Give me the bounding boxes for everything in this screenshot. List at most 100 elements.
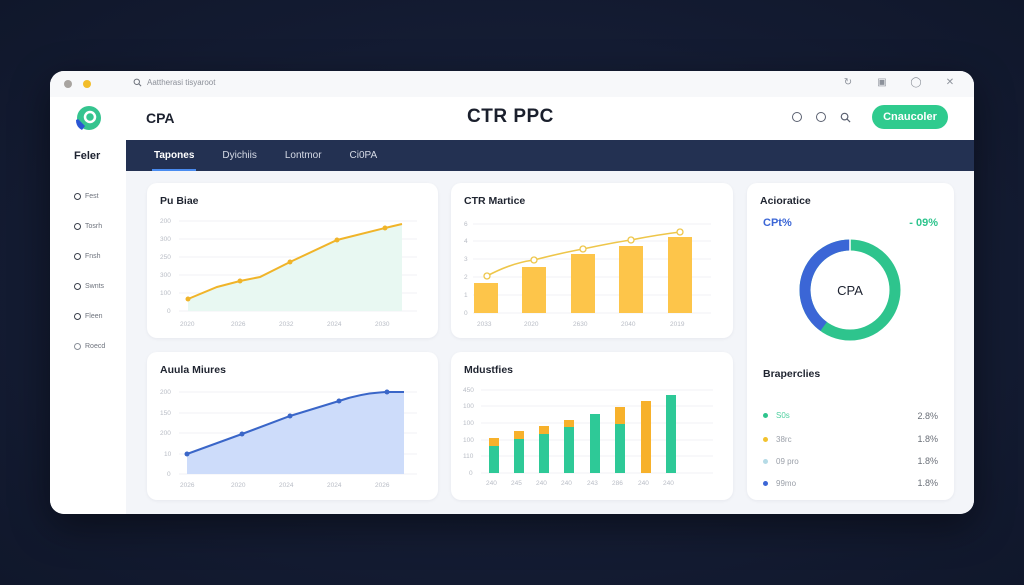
legend-item: 99mo 1.8% — [763, 472, 938, 494]
primary-action-button[interactable]: Cnaucoler — [872, 105, 948, 129]
donut-right-label: - 09% — [909, 217, 938, 229]
sidebar-item-6[interactable]: Roecd — [50, 331, 126, 361]
close-icon[interactable]: ✕ — [945, 77, 955, 88]
address-text: Aattherasi tisyaroot — [147, 78, 216, 87]
app-header: CPA CTR PPC Cnaucoler — [50, 97, 974, 140]
svg-text:100: 100 — [463, 420, 474, 427]
svg-text:200: 200 — [160, 389, 171, 396]
window-control-close[interactable] — [64, 80, 72, 88]
svg-text:2024: 2024 — [327, 321, 342, 328]
search-icon — [133, 78, 142, 87]
window-control-minimize[interactable] — [83, 80, 91, 88]
legend-dot — [763, 480, 768, 486]
brand-name: CPA — [146, 110, 175, 126]
legend-dot — [763, 413, 768, 418]
title-bar: Aattherasi tisyaroot ↻ ▣ ◯ ✕ — [50, 71, 974, 97]
donut-chart — [799, 239, 901, 341]
sidebar-item-label: Fest — [85, 192, 99, 200]
svg-text:100: 100 — [160, 290, 171, 297]
svg-text:0: 0 — [464, 310, 468, 317]
circle-icon — [74, 282, 81, 290]
sidebar-header[interactable]: Feler — [50, 140, 126, 171]
tab-3[interactable]: Lontmor — [284, 150, 322, 161]
sidebar-item-2[interactable]: Tosrh — [50, 211, 126, 241]
svg-text:0: 0 — [167, 308, 171, 315]
sidebar-item-label: Roecd — [85, 342, 106, 350]
svg-text:2026: 2026 — [375, 482, 390, 489]
sidebar-item-1[interactable]: Fest — [50, 181, 126, 211]
line-chart-card-2: 200 150 200 10 0 2026 2020 2024 2024 2026 Au… — [147, 352, 438, 500]
legend-item: S0s 2.8% — [763, 403, 938, 428]
sidebar-item-3[interactable]: Fnsh — [50, 241, 126, 271]
svg-text:200: 200 — [160, 218, 171, 225]
breakdown-title: Braperclies — [763, 368, 821, 380]
svg-text:2026: 2026 — [180, 482, 195, 489]
search-icon[interactable] — [838, 110, 852, 124]
svg-text:0: 0 — [167, 471, 171, 478]
svg-text:2040: 2040 — [621, 321, 636, 328]
svg-text:250: 250 — [160, 254, 171, 261]
area-chart: 200 300 250 300 100 0 2020 2026 2032 2024 203… — [160, 218, 417, 328]
logo-icon — [76, 106, 101, 130]
svg-text:1: 1 — [464, 292, 468, 299]
svg-text:286: 286 — [612, 480, 623, 487]
svg-text:2020: 2020 — [524, 321, 539, 328]
settings-icon — [74, 312, 81, 320]
app-window: Aattherasi tisyaroot ↻ ▣ ◯ ✕ CPA CTR PPC… — [50, 71, 974, 514]
refresh-icon[interactable]: ↻ — [843, 77, 853, 88]
svg-text:2033: 2033 — [477, 321, 492, 328]
sidebar-item-label: Swnts — [85, 282, 105, 290]
line-chart-card-1: 200 300 250 300 100 0 2020 2026 2032 2024 203… — [147, 183, 438, 338]
address-bar[interactable]: Aattherasi tisyaroot — [133, 78, 215, 87]
svg-text:6: 6 — [464, 221, 468, 228]
svg-text:240: 240 — [536, 480, 547, 487]
svg-text:245: 245 — [511, 480, 522, 487]
svg-text:2020: 2020 — [231, 482, 246, 489]
legend-item: 38rc 1.8% — [763, 428, 938, 450]
tab-4[interactable]: Ci0PA — [349, 150, 378, 161]
area-chart: 200 150 200 10 0 2026 2020 2024 2024 2026 — [160, 389, 417, 489]
svg-text:10: 10 — [164, 451, 172, 458]
svg-text:300: 300 — [160, 236, 171, 243]
tab-1[interactable]: Tapones — [151, 140, 197, 171]
tab-2[interactable]: Dyichiis — [222, 150, 257, 161]
card-title: Pu Biae — [160, 195, 199, 207]
svg-text:243: 243 — [587, 480, 598, 487]
circle-icon[interactable] — [814, 110, 828, 124]
svg-text:300: 300 — [160, 272, 171, 279]
svg-text:200: 200 — [160, 430, 171, 437]
sidebar-item-4[interactable]: Swnts — [50, 271, 126, 301]
svg-text:240: 240 — [486, 480, 497, 487]
bar-chart-card-2: 450 100 100 100 110 0 — [451, 352, 733, 500]
card-title: Mdustfies — [464, 364, 514, 376]
sidebar-item-label: Fnsh — [85, 252, 101, 260]
svg-text:4: 4 — [464, 238, 468, 245]
card-title: Auula Miures — [160, 364, 226, 376]
search-icon — [74, 252, 81, 260]
sidebar-item-5[interactable]: Fleen — [50, 301, 126, 331]
svg-text:450: 450 — [463, 387, 474, 394]
page-title: CTR PPC — [467, 106, 554, 127]
svg-text:2032: 2032 — [279, 321, 294, 328]
legend-item: 09 pro 1.8% — [763, 450, 938, 472]
svg-text:2: 2 — [464, 274, 468, 281]
camera-icon[interactable]: ▣ — [877, 77, 887, 88]
shield-icon[interactable]: ◯ — [910, 77, 922, 88]
circle-icon — [74, 342, 81, 350]
svg-text:110: 110 — [463, 453, 474, 460]
svg-text:2020: 2020 — [180, 321, 195, 328]
stacked-bar-chart: 450 100 100 100 110 0 — [463, 387, 713, 487]
circle-icon[interactable] — [790, 110, 804, 124]
svg-text:2026: 2026 — [231, 321, 246, 328]
legend: S0s 2.8% 38rc 1.8% 09 pro 1.8% 99mo 1.8% — [763, 403, 938, 494]
svg-text:2024: 2024 — [327, 482, 342, 489]
user-icon — [74, 192, 81, 200]
svg-text:2019: 2019 — [670, 321, 685, 328]
svg-text:240: 240 — [561, 480, 572, 487]
svg-text:2030: 2030 — [375, 321, 390, 328]
svg-text:240: 240 — [638, 480, 649, 487]
svg-text:2630: 2630 — [573, 321, 588, 328]
sidebar: Feler Fest Tosrh Fnsh Swnts Fleen — [50, 140, 126, 514]
sidebar-item-label: Tosrh — [85, 222, 103, 230]
